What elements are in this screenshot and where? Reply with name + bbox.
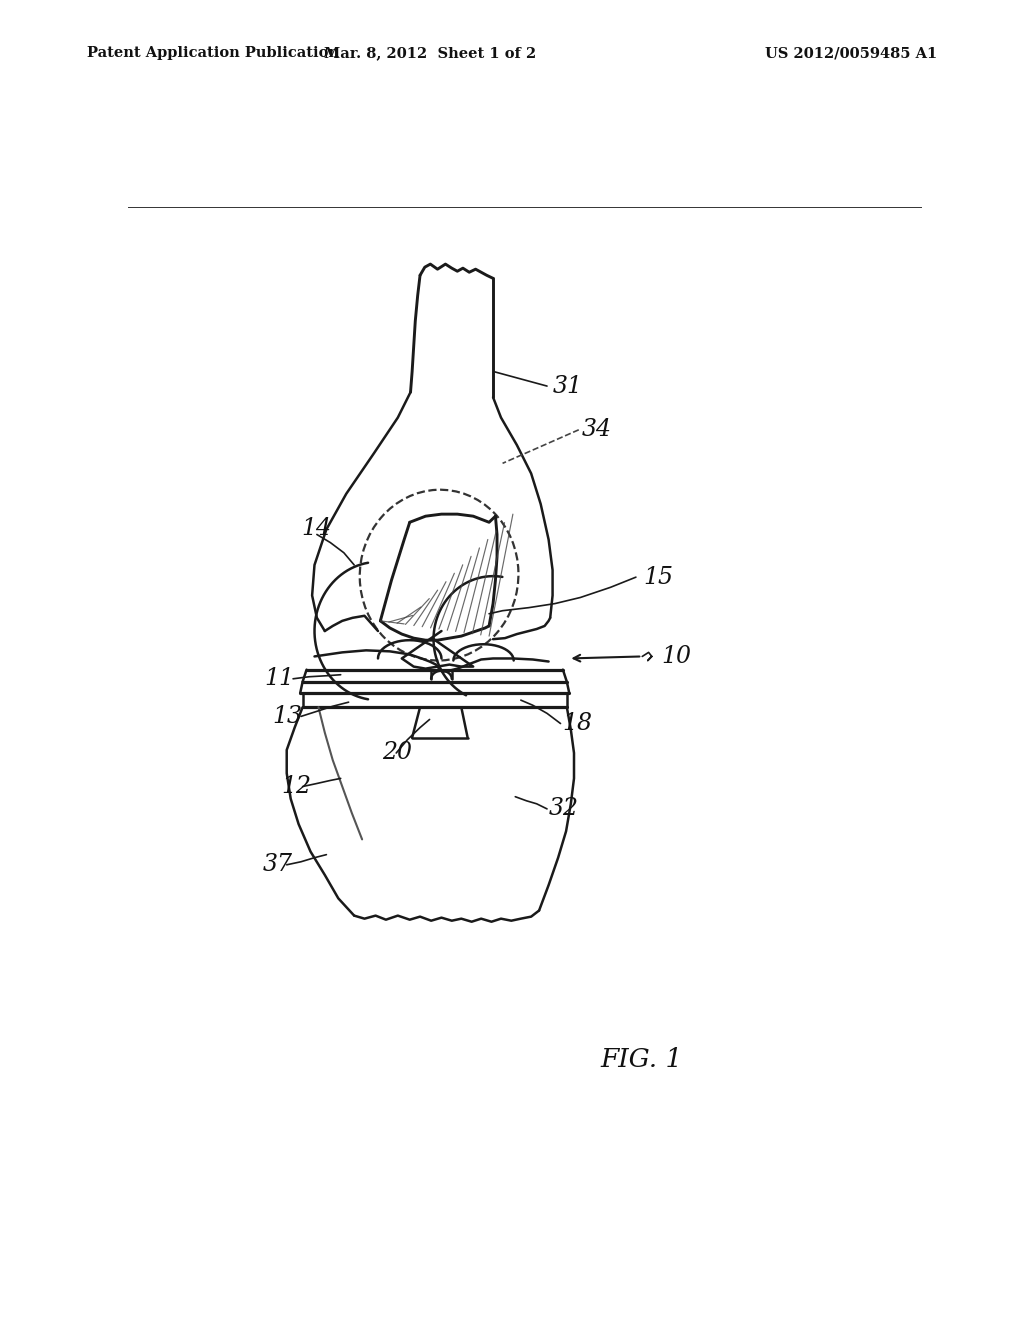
Text: 12: 12: [282, 775, 311, 799]
Text: 15: 15: [644, 566, 674, 589]
Text: 37: 37: [263, 853, 293, 876]
Text: 10: 10: [662, 645, 691, 668]
Text: 11: 11: [264, 668, 295, 690]
Text: Mar. 8, 2012  Sheet 1 of 2: Mar. 8, 2012 Sheet 1 of 2: [324, 46, 537, 61]
Text: US 2012/0059485 A1: US 2012/0059485 A1: [765, 46, 937, 61]
Text: 13: 13: [272, 705, 302, 727]
Text: 20: 20: [382, 742, 412, 764]
Text: 18: 18: [562, 711, 592, 735]
Text: FIG. 1: FIG. 1: [600, 1048, 682, 1072]
Text: 14: 14: [301, 517, 331, 540]
Text: 34: 34: [582, 418, 612, 441]
Text: Patent Application Publication: Patent Application Publication: [87, 46, 339, 61]
Text: 31: 31: [553, 375, 583, 397]
Text: 32: 32: [549, 797, 579, 821]
